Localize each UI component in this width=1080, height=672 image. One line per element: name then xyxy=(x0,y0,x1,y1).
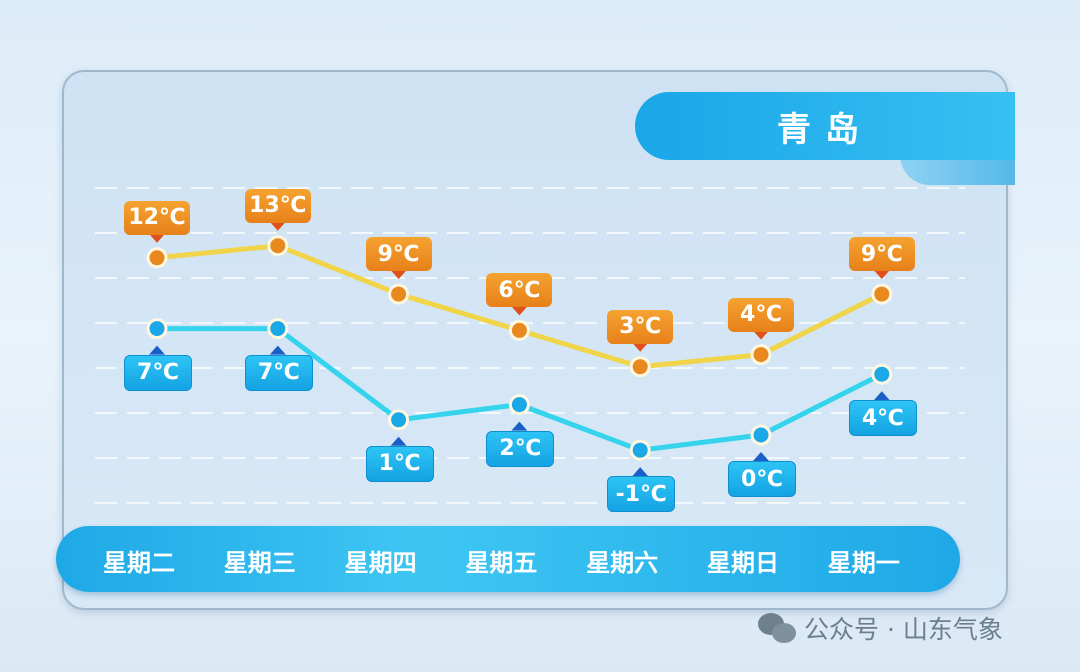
high-temp-point xyxy=(750,344,772,366)
high-temp-label: 12℃ xyxy=(124,200,190,235)
high-temp-label: 3℃ xyxy=(607,309,674,344)
high-label-pointer xyxy=(390,270,407,280)
high-temp-label: 6℃ xyxy=(486,273,553,308)
weekday-label: 星期五 xyxy=(465,549,538,577)
high-label-pointer xyxy=(753,330,769,340)
weekday-bar xyxy=(56,526,960,592)
high-label-pointer xyxy=(511,306,528,316)
high-temp-point xyxy=(871,283,893,305)
high-temp-point xyxy=(146,247,168,269)
low-label-pointer xyxy=(269,345,286,355)
low-temp-label: 7℃ xyxy=(124,354,192,391)
low-temp-label: 0℃ xyxy=(728,461,796,497)
low-temp-point xyxy=(146,318,168,340)
low-temp-label: 1℃ xyxy=(365,445,434,482)
low-temp-point xyxy=(750,424,772,446)
low-temp-label: 4℃ xyxy=(848,400,917,437)
weekday-label: 星期四 xyxy=(344,549,417,577)
high-temp-point xyxy=(267,235,289,257)
high-temp-label: 9℃ xyxy=(848,237,915,272)
low-temp-point xyxy=(508,394,530,416)
low-temp-label: 7℃ xyxy=(244,354,313,391)
chart-panel xyxy=(62,70,1008,610)
low-label-pointer xyxy=(390,436,407,446)
low-label-pointer xyxy=(511,421,528,431)
wechat-icon xyxy=(758,613,796,643)
weekday-label: 星期日 xyxy=(707,549,779,577)
low-temp-point xyxy=(871,363,893,385)
high-temp-label: 4℃ xyxy=(728,297,794,332)
weekday-label: 星期一 xyxy=(827,549,900,577)
high-temp-label: 9℃ xyxy=(365,237,432,272)
low-label-pointer xyxy=(873,391,890,401)
low-label-pointer xyxy=(753,452,769,461)
low-temp-point xyxy=(629,439,651,461)
high-label-pointer xyxy=(149,233,165,243)
high-temp-point xyxy=(508,319,530,341)
high-label-pointer xyxy=(269,221,286,231)
low-label-pointer xyxy=(149,345,165,355)
city-title: 青岛 xyxy=(635,92,1015,160)
low-label-pointer xyxy=(632,467,649,477)
weekday-label: 星期六 xyxy=(586,549,659,577)
high-temp-label: 13℃ xyxy=(244,188,311,223)
low-temp-point xyxy=(388,409,410,431)
low-temp-point xyxy=(267,318,289,340)
weekday-label: 星期二 xyxy=(103,549,175,577)
watermark: 公众号 · 山东气象 xyxy=(758,610,1003,646)
watermark-text: 公众号 · 山东气象 xyxy=(804,615,1003,644)
high-label-pointer xyxy=(632,342,649,352)
high-temp-point xyxy=(388,283,410,305)
weekday-label: 星期三 xyxy=(223,549,296,577)
low-temp-label: -1℃ xyxy=(607,476,676,513)
high-temp-point xyxy=(629,356,651,378)
high-label-pointer xyxy=(873,270,890,280)
low-temp-label: 2℃ xyxy=(486,430,555,467)
